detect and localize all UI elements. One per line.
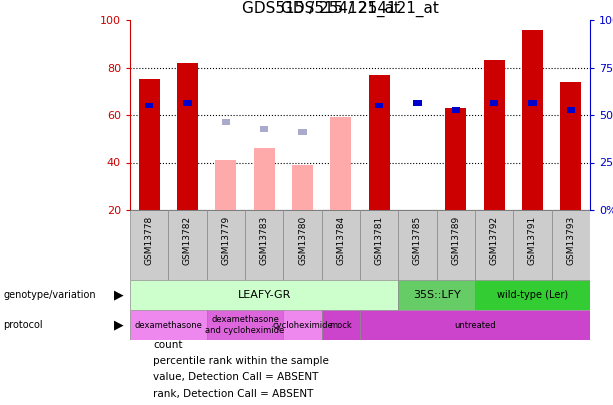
Text: ▶: ▶ [114, 288, 124, 301]
Bar [452, 107, 460, 113]
Text: count: count [153, 340, 183, 350]
Bar [484, 60, 504, 210]
Bar [330, 117, 351, 210]
Bar [222, 119, 230, 125]
Bar [490, 100, 498, 106]
Text: GSM13789: GSM13789 [451, 215, 460, 265]
Bar [360, 210, 398, 280]
Bar [475, 210, 513, 280]
Bar [368, 75, 390, 210]
Title: GDS515 / 254121_at: GDS515 / 254121_at [281, 1, 439, 17]
Text: GSM13778: GSM13778 [145, 215, 154, 265]
Bar [475, 280, 590, 310]
Bar [283, 210, 322, 280]
Text: untreated: untreated [454, 320, 496, 330]
Bar [145, 102, 153, 109]
Text: mock: mock [329, 320, 352, 330]
Bar [207, 210, 245, 280]
Text: ▶: ▶ [114, 318, 124, 332]
Text: dexamethasone: dexamethasone [134, 320, 202, 330]
Bar [130, 310, 207, 340]
Bar [413, 100, 422, 106]
Text: 35S::LFY: 35S::LFY [413, 290, 460, 300]
Text: GDS515 / 254121_at: GDS515 / 254121_at [242, 1, 400, 17]
Bar [169, 210, 207, 280]
Bar [513, 210, 552, 280]
Text: percentile rank within the sample: percentile rank within the sample [153, 356, 329, 366]
Bar [130, 280, 398, 310]
Text: dexamethasone
and cycloheximide: dexamethasone and cycloheximide [205, 315, 284, 335]
Text: GSM13784: GSM13784 [337, 215, 345, 265]
Bar [566, 107, 575, 113]
Bar [360, 310, 590, 340]
Bar [375, 102, 383, 109]
Text: GSM13781: GSM13781 [375, 215, 384, 265]
Text: GSM13783: GSM13783 [260, 215, 268, 265]
Text: cycloheximide: cycloheximide [272, 320, 333, 330]
Bar [215, 160, 237, 210]
Bar [560, 82, 581, 210]
Bar [398, 280, 475, 310]
Bar [322, 310, 360, 340]
Bar [254, 148, 275, 210]
Bar [322, 210, 360, 280]
Text: GSM13791: GSM13791 [528, 215, 537, 265]
Text: GSM13782: GSM13782 [183, 215, 192, 265]
Text: protocol: protocol [3, 320, 43, 330]
Bar [283, 310, 322, 340]
Text: wild-type (Ler): wild-type (Ler) [497, 290, 568, 300]
Bar [528, 100, 537, 106]
Bar [177, 63, 198, 210]
Text: rank, Detection Call = ABSENT: rank, Detection Call = ABSENT [153, 389, 314, 399]
Text: GSM13793: GSM13793 [566, 215, 576, 265]
Text: GSM13780: GSM13780 [298, 215, 307, 265]
Bar [183, 100, 192, 106]
Bar [436, 210, 475, 280]
Text: genotype/variation: genotype/variation [3, 290, 96, 300]
Bar [207, 310, 283, 340]
Bar [552, 210, 590, 280]
Bar [260, 126, 268, 132]
Bar [245, 210, 283, 280]
Bar [445, 108, 466, 210]
Text: GSM13792: GSM13792 [490, 215, 498, 265]
Bar [292, 165, 313, 210]
Bar [139, 79, 160, 210]
Bar [299, 129, 306, 134]
Text: GSM13785: GSM13785 [413, 215, 422, 265]
Text: LEAFY-GR: LEAFY-GR [237, 290, 291, 300]
Text: value, Detection Call = ABSENT: value, Detection Call = ABSENT [153, 373, 319, 382]
Bar [398, 210, 436, 280]
Bar [130, 210, 169, 280]
Text: GSM13779: GSM13779 [221, 215, 230, 265]
Bar [522, 30, 543, 210]
